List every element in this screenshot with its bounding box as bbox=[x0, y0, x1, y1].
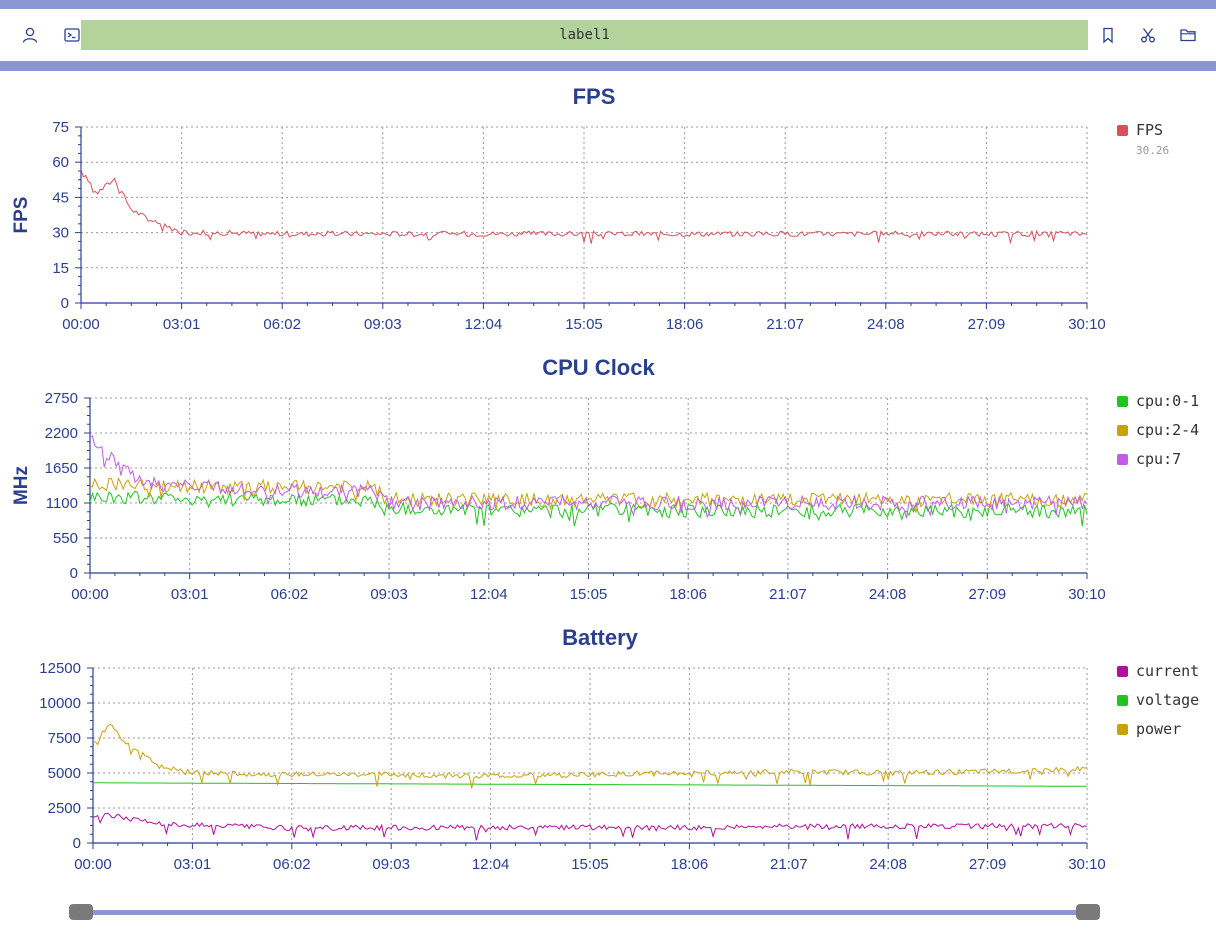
y-axis-label: FPS bbox=[11, 197, 32, 234]
x-tick-label: 30:10 bbox=[1068, 856, 1106, 873]
charts-panel bbox=[0, 71, 1216, 931]
chart-1: CPU Clock MHz 00:00 03:01 06:02 09:03 12:04 15:… bbox=[11, 355, 1199, 603]
x-tick-label: 12:04 bbox=[470, 586, 508, 603]
series-line-cpu-7 bbox=[89, 435, 1088, 519]
y-tick-label: 5000 bbox=[48, 765, 81, 782]
y-tick-label: 7500 bbox=[48, 730, 81, 747]
y-tick-label: 15 bbox=[52, 260, 69, 277]
series-line-cpu-2-4 bbox=[89, 476, 1088, 513]
x-tick-label: 30:10 bbox=[1068, 586, 1106, 603]
legend-label: voltage bbox=[1136, 691, 1199, 709]
y-tick-label: 0 bbox=[61, 295, 69, 312]
x-tick-label: 03:01 bbox=[171, 586, 209, 603]
x-tick-label: 18:06 bbox=[669, 586, 707, 603]
x-tick-label: 00:00 bbox=[62, 316, 100, 333]
user-icon[interactable] bbox=[18, 23, 42, 47]
legend-swatch[interactable] bbox=[1117, 125, 1128, 136]
y-tick-label: 2750 bbox=[45, 390, 78, 407]
y-tick-label: 10000 bbox=[39, 695, 81, 712]
x-tick-label: 09:03 bbox=[370, 586, 408, 603]
legend-label: cpu:2-4 bbox=[1136, 421, 1199, 439]
series-line-fps bbox=[80, 169, 1088, 245]
y-tick-label: 2500 bbox=[48, 800, 81, 817]
legend-label: current bbox=[1136, 662, 1199, 680]
bookmark-icon[interactable] bbox=[1096, 23, 1120, 47]
y-tick-label: 2200 bbox=[45, 425, 78, 442]
x-tick-label: 09:03 bbox=[364, 316, 402, 333]
x-tick-label: 21:07 bbox=[770, 856, 808, 873]
y-tick-label: 12500 bbox=[39, 660, 81, 677]
chart-title: Battery bbox=[562, 625, 639, 650]
x-tick-label: 15:05 bbox=[571, 856, 609, 873]
scissors-icon[interactable] bbox=[1136, 23, 1160, 47]
x-tick-label: 27:09 bbox=[968, 316, 1006, 333]
x-tick-label: 15:05 bbox=[570, 586, 608, 603]
legend-swatch[interactable] bbox=[1117, 425, 1128, 436]
y-tick-label: 45 bbox=[52, 189, 69, 206]
x-tick-label: 21:07 bbox=[769, 586, 807, 603]
y-tick-label: 60 bbox=[52, 154, 69, 171]
x-tick-label: 03:01 bbox=[174, 856, 212, 873]
top-band bbox=[0, 0, 1216, 9]
x-tick-label: 21:07 bbox=[766, 316, 804, 333]
chart-title: FPS bbox=[573, 84, 616, 109]
terminal-icon[interactable] bbox=[60, 23, 84, 47]
legend-swatch[interactable] bbox=[1117, 695, 1128, 706]
legend-swatch[interactable] bbox=[1117, 396, 1128, 407]
chart-2: Battery 00:00 03:01 06:02 09:03 12:04 15:05 18:… bbox=[39, 625, 1199, 873]
x-tick-label: 09:03 bbox=[372, 856, 410, 873]
x-tick-label: 24:08 bbox=[869, 856, 907, 873]
timeline-slider-start-handle[interactable] bbox=[69, 904, 93, 920]
legend-label: cpu:7 bbox=[1136, 450, 1181, 468]
x-tick-label: 06:02 bbox=[271, 586, 309, 603]
timeline-slider-end-handle[interactable] bbox=[1076, 904, 1100, 920]
x-tick-label: 12:04 bbox=[472, 856, 510, 873]
toolbar: label1 bbox=[0, 9, 1216, 61]
legend-swatch[interactable] bbox=[1117, 724, 1128, 735]
x-tick-label: 18:06 bbox=[666, 316, 704, 333]
x-tick-label: 18:06 bbox=[671, 856, 709, 873]
y-tick-label: 550 bbox=[53, 530, 78, 547]
x-tick-label: 06:02 bbox=[273, 856, 311, 873]
chart-title: CPU Clock bbox=[542, 355, 655, 380]
y-tick-label: 1100 bbox=[46, 495, 78, 512]
x-tick-label: 00:00 bbox=[71, 586, 109, 603]
chart-0: FPS FPS 00:00 03:01 06:02 09:03 12:04 15:05 18:0… bbox=[11, 84, 1169, 333]
series-line-current bbox=[92, 812, 1088, 841]
x-tick-label: 15:05 bbox=[565, 316, 603, 333]
x-tick-label: 24:08 bbox=[867, 316, 905, 333]
series-line-power bbox=[92, 723, 1088, 789]
legend-value: 30.26 bbox=[1136, 144, 1169, 157]
x-tick-label: 03:01 bbox=[163, 316, 201, 333]
y-axis-label: MHz bbox=[11, 466, 32, 505]
x-tick-label: 27:09 bbox=[969, 586, 1007, 603]
x-tick-label: 06:02 bbox=[263, 316, 301, 333]
y-tick-label: 0 bbox=[73, 835, 81, 852]
x-tick-label: 00:00 bbox=[74, 856, 112, 873]
x-tick-label: 24:08 bbox=[869, 586, 907, 603]
series-line-voltage bbox=[93, 782, 1087, 787]
y-tick-label: 0 bbox=[70, 565, 78, 582]
timeline-slider-track[interactable] bbox=[80, 910, 1090, 915]
legend-swatch[interactable] bbox=[1117, 454, 1128, 465]
folder-icon[interactable] bbox=[1176, 23, 1200, 47]
legend-label: FPS bbox=[1136, 121, 1163, 139]
y-tick-label: 30 bbox=[52, 225, 69, 242]
legend-label: cpu:0-1 bbox=[1136, 392, 1199, 410]
y-tick-label: 1650 bbox=[45, 460, 78, 477]
toolbar-divider-band bbox=[0, 61, 1216, 71]
label-bar: label1 bbox=[81, 20, 1088, 50]
x-tick-label: 12:04 bbox=[465, 316, 503, 333]
legend-swatch[interactable] bbox=[1117, 666, 1128, 677]
legend-label: power bbox=[1136, 720, 1181, 738]
y-tick-label: 75 bbox=[52, 119, 69, 136]
x-tick-label: 27:09 bbox=[969, 856, 1007, 873]
x-tick-label: 30:10 bbox=[1068, 316, 1106, 333]
